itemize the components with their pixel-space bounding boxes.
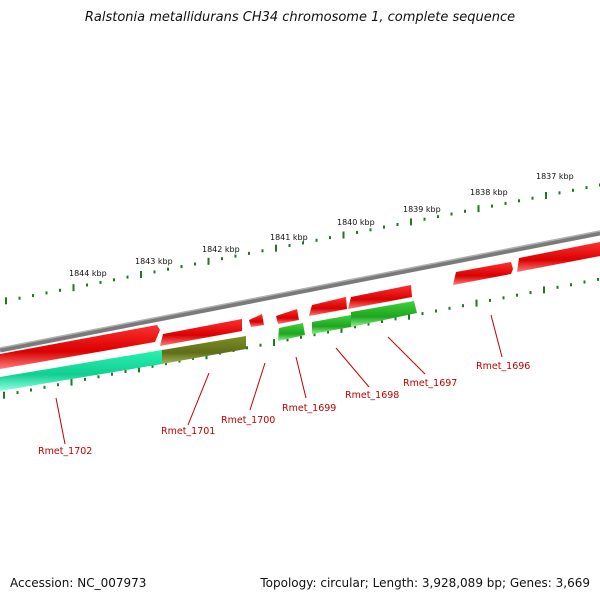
- gene-forward-1700[interactable]: [249, 314, 264, 327]
- accession-text: Accession: NC_007973: [10, 576, 147, 590]
- gene-forward-1701[interactable]: [160, 319, 242, 346]
- gene-reverse-1702[interactable]: [0, 350, 162, 391]
- upper-tick-track: [5, 183, 600, 305]
- gene-reverse-1698[interactable]: [312, 315, 351, 334]
- lower-tick-track: [3, 277, 599, 399]
- scale-label-1840: 1840 kbp: [337, 218, 375, 227]
- gene-forward-1697[interactable]: [348, 285, 412, 309]
- gene-forward-1702[interactable]: [0, 325, 160, 369]
- gene-labels: Rmet_1702 Rmet_1701 Rmet_1700 Rmet_1699 …: [38, 361, 530, 457]
- scale-label-1843: 1843 kbp: [135, 257, 173, 266]
- scale-label-1838: 1838 kbp: [470, 188, 508, 197]
- scale-labels: 1844 kbp 1843 kbp 1842 kbp 1841 kbp 1840…: [69, 172, 574, 278]
- leader-1700: [249, 362, 266, 411]
- scale-label-1841: 1841 kbp: [270, 233, 308, 242]
- gene-label-1696[interactable]: Rmet_1696: [476, 361, 530, 372]
- scale-label-1844: 1844 kbp: [69, 269, 107, 278]
- chromosome-backbone-highlight: [0, 230, 600, 349]
- leader-1697: [387, 336, 426, 375]
- reverse-strand-genes: [0, 301, 417, 391]
- gene-label-1700[interactable]: Rmet_1700: [221, 415, 275, 426]
- gene-label-1701[interactable]: Rmet_1701: [161, 426, 215, 437]
- gene-label-1699[interactable]: Rmet_1699: [282, 403, 336, 414]
- leader-1696: [490, 314, 503, 358]
- scale-label-1842: 1842 kbp: [202, 245, 240, 254]
- forward-strand-genes: [0, 242, 600, 369]
- gene-reverse-1697[interactable]: [351, 301, 417, 327]
- leader-1698: [335, 347, 370, 388]
- gene-label-1697[interactable]: Rmet_1697: [403, 378, 457, 389]
- gene-label-leaders: [55, 314, 503, 445]
- gene-label-1698[interactable]: Rmet_1698: [345, 390, 399, 401]
- gene-label-1702[interactable]: Rmet_1702: [38, 446, 92, 457]
- scale-label-1839: 1839 kbp: [403, 205, 441, 214]
- chromosome-backbone: [0, 230, 600, 353]
- gene-forward-1698[interactable]: [309, 297, 347, 316]
- leader-1702: [55, 397, 66, 445]
- gene-reverse-1701[interactable]: [162, 336, 246, 364]
- gene-forward-1699[interactable]: [276, 309, 299, 324]
- leader-1699: [295, 356, 307, 399]
- leader-1701: [187, 372, 210, 426]
- gene-reverse-1699[interactable]: [278, 323, 305, 341]
- gene-forward-1695[interactable]: [517, 242, 600, 272]
- scale-label-1837: 1837 kbp: [536, 172, 574, 181]
- gene-forward-1696[interactable]: [453, 262, 513, 285]
- map-title: Ralstonia metallidurans CH34 chromosome …: [84, 10, 516, 25]
- summary-text: Topology: circular; Length: 3,928,089 bp…: [260, 576, 590, 590]
